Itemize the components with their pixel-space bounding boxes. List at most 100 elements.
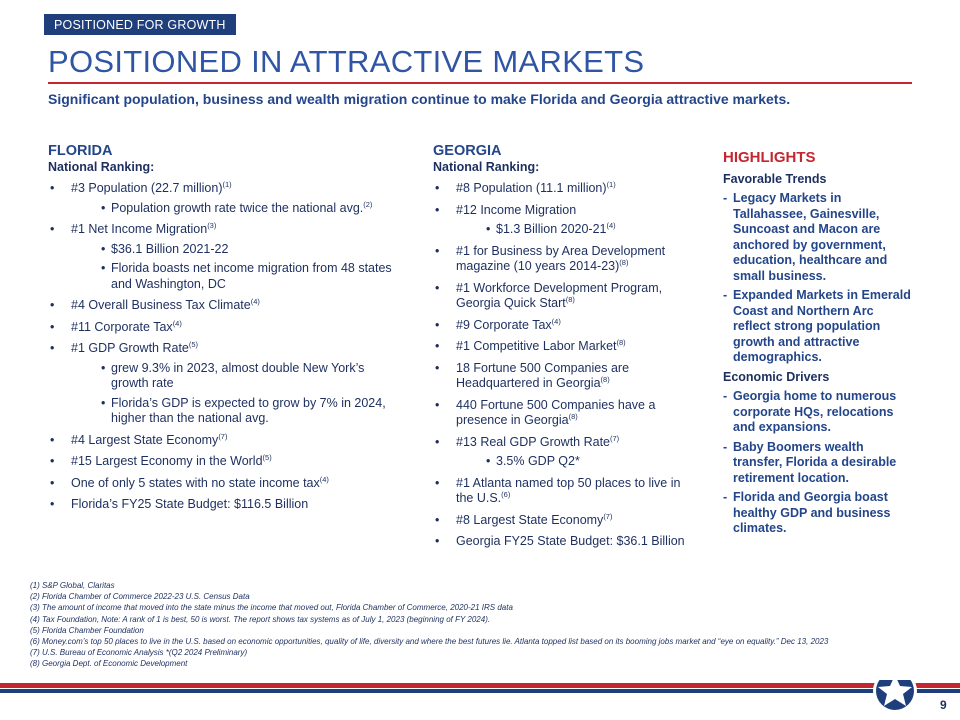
sub-item-text: Population growth rate twice the nationa… (111, 200, 364, 215)
footnote-ref: (5) (188, 339, 199, 349)
ranking-item: #1 for Business by Area Development maga… (433, 244, 688, 275)
ranking-item: #1 Workforce Development Program, Georgi… (433, 281, 688, 312)
ranking-item: #3 Population (22.7 million)(1) Populatio… (48, 181, 398, 216)
sub-item: $1.3 Billion 2020-21(4) (478, 222, 688, 238)
ranking-heading: National Ranking: (433, 159, 540, 174)
ranking-item-text: 440 Fortune 500 Companies have a presenc… (456, 397, 656, 428)
sub-item: Florida boasts net income migration from… (93, 261, 398, 292)
sub-item-text: $36.1 Billion 2021-22 (111, 241, 229, 256)
ranking-item-text: #8 Largest State Economy (456, 512, 604, 527)
ranking-item: Georgia FY25 State Budget: $36.1 Billion (433, 534, 688, 550)
footer-graphic (0, 680, 960, 713)
ranking-item-text: #11 Corporate Tax (71, 319, 173, 334)
highlight-item: Expanded Markets in Emerald Coast and No… (723, 288, 913, 366)
title-rule (48, 82, 912, 84)
footnote-ref: (4) (319, 474, 329, 484)
sub-item-text: $1.3 Billion 2020-21 (496, 222, 607, 236)
ranking-item-text: Florida’s FY25 State Budget: $116.5 Bill… (71, 497, 309, 511)
footnote-ref: (4) (250, 296, 260, 306)
ranking-item-text: #1 Workforce Development Program, Georgi… (456, 280, 663, 311)
footnotes: (1) S&P Global, Claritas (2) Florida Cham… (30, 580, 828, 670)
footnote-ref: (8) (565, 294, 575, 304)
section-tag: POSITIONED FOR GROWTH (44, 14, 236, 35)
ranking-item-text: 18 Fortune 500 Companies are Headquarter… (456, 360, 630, 391)
ranking-item-text: #3 Population (22.7 million) (71, 181, 223, 195)
ranking-item: #1 Competitive Labor Market(8) (433, 339, 688, 355)
ranking-item: 18 Fortune 500 Companies are Headquarter… (433, 361, 688, 392)
highlights-column: HIGHLIGHTS Favorable Trends Legacy Markets… (723, 150, 913, 541)
sub-item: Population growth rate twice the nationa… (93, 199, 398, 217)
title: POSITIONED IN ATTRACTIVE MARKETS (48, 44, 645, 79)
sub-item-text: Florida’s GDP is expected to grow by 7% … (111, 395, 386, 426)
ranking-item: #9 Corporate Tax(4) (433, 316, 688, 334)
ranking-item-text: #1 Net Income Migration (71, 222, 208, 236)
ranking-item: 440 Fortune 500 Companies have a presenc… (433, 398, 688, 429)
sub-item: grew 9.3% in 2023, almost double New Yor… (93, 361, 398, 392)
footnote-ref: (7) (218, 431, 228, 441)
footnote-ref: (5) (262, 452, 272, 462)
ranking-item-text: #1 Atlanta named top 50 places to live i… (456, 475, 681, 506)
footnote-ref: (8) (600, 374, 610, 384)
ranking-item: #1 Atlanta named top 50 places to live i… (433, 476, 688, 507)
highlight-item: Georgia home to numerous corporate HQs, … (723, 389, 913, 436)
footnote: (7) U.S. Bureau of Economic Analysis *(Q… (30, 648, 248, 658)
ranking-item-text: #1 for Business by Area Development maga… (456, 243, 666, 274)
ranking-item-text: #4 Largest State Economy (71, 432, 219, 447)
highlights-heading: Economic Drivers (723, 369, 830, 384)
footnote: (4) Tax Foundation, Note: A rank of 1 is… (30, 614, 491, 624)
footnote: (3) The amount of income that moved into… (30, 603, 513, 613)
footnote: (1) S&P Global, Claritas (30, 581, 115, 590)
footnote: (2) Florida Chamber of Commerce 2022-23 … (30, 592, 250, 602)
footnote-ref: (1) (606, 179, 616, 189)
ranking-item: #4 Overall Business Tax Climate(4) (48, 298, 398, 314)
sub-item-text: grew 9.3% in 2023, almost double New Yor… (111, 360, 365, 391)
page-number: 9 (940, 698, 947, 712)
highlights-title: HIGHLIGHTS (723, 149, 816, 166)
red-stripe (0, 683, 960, 688)
ranking-item: One of only 5 states with no state incom… (48, 474, 398, 492)
ranking-item-text: #8 Population (11.1 million) (456, 181, 607, 195)
ranking-item: #8 Population (11.1 million)(1) (433, 181, 688, 197)
footnote: (8) Georgia Dept. of Economic Developmen… (30, 659, 188, 669)
highlight-item: Baby Boomers wealth transfer, Florida a … (723, 440, 913, 487)
ranking-item-text: One of only 5 states with no state incom… (71, 475, 320, 490)
logo-star (878, 680, 912, 706)
ranking-item: Florida’s FY25 State Budget: $116.5 Bill… (48, 497, 398, 513)
ranking-item-text: #9 Corporate Tax (456, 317, 552, 332)
ranking-item: #12 Income Migration $1.3 Billion 2020-21… (433, 203, 688, 238)
highlight-item: Florida and Georgia boast healthy GDP an… (723, 490, 913, 537)
footnote-ref: (4) (551, 316, 561, 326)
sub-item: Florida’s GDP is expected to grow by 7% … (93, 396, 398, 427)
sub-item-text: Florida boasts net income migration from… (111, 261, 392, 291)
ranking-item-text: #4 Overall Business Tax Climate (71, 298, 251, 312)
ranking-item-text: #1 GDP Growth Rate (71, 341, 189, 355)
footnote-ref: (2) (363, 199, 373, 209)
ranking-item: #1 Net Income Migration(3) $36.1 Billion … (48, 222, 398, 292)
ranking-item: #15 Largest Economy in the World(5) (48, 454, 398, 470)
footnote-ref: (3) (207, 220, 217, 230)
state-name: GEORGIA (433, 143, 502, 159)
highlights-heading: Favorable Trends (723, 171, 827, 186)
footnote: (6) Money.com’s top 50 places to live in… (30, 637, 829, 647)
sub-item: 3.5% GDP Q2* (478, 454, 688, 470)
sub-item-text: 3.5% GDP Q2* (496, 454, 580, 468)
ranking-item: #8 Largest State Economy(7) (433, 512, 688, 529)
footnote-ref: (8) (616, 337, 626, 347)
ranking-item-text: #13 Real GDP Growth Rate (456, 434, 611, 449)
blue-stripe (0, 689, 960, 693)
ranking-item: #11 Corporate Tax(4) (48, 318, 398, 336)
ranking-item-text: #12 Income Migration (456, 202, 577, 217)
state-name: FLORIDA (48, 143, 113, 159)
ranking-item-text: #1 Competitive Labor Market (456, 339, 617, 353)
ranking-heading: National Ranking: (48, 159, 155, 174)
ranking-item-text: Georgia FY25 State Budget: $36.1 Billion (456, 534, 685, 548)
sub-item: $36.1 Billion 2021-22 (93, 242, 398, 258)
footnote-ref: (8) (568, 411, 578, 421)
footnote-ref: (7) (610, 433, 620, 443)
footnote-ref: (4) (172, 318, 182, 328)
footnote-ref: (4) (606, 220, 616, 230)
footnote-ref: (6) (501, 489, 511, 499)
ranking-item-text: #15 Largest Economy in the World (71, 454, 263, 468)
